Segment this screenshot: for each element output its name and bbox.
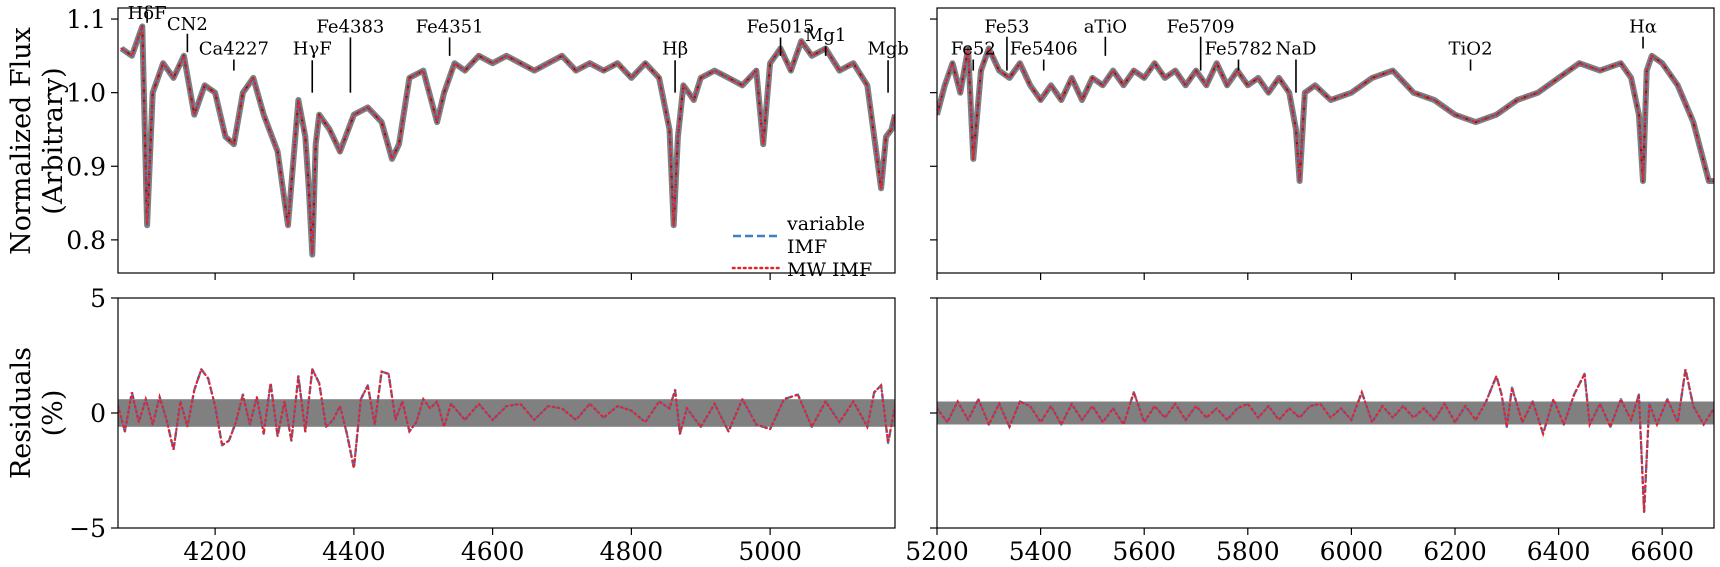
y-tick-label: 1.1 xyxy=(66,5,106,34)
y-tick-label: 1.0 xyxy=(66,79,106,108)
feature-label: Hβ xyxy=(662,38,688,59)
feature-label: Mgb xyxy=(867,38,908,59)
series-mw-imf xyxy=(937,369,1714,512)
y-axis-labels: Normalized Flux(Arbitrary) Residuals(%) xyxy=(6,27,69,479)
residual-red-panel: 5200 5400 5600 5800 6000 6200 6400 6600 xyxy=(905,297,1715,566)
feature-label: Fe5015 xyxy=(747,16,815,37)
x-tick-label: 5600 xyxy=(1112,537,1176,566)
plot-area xyxy=(119,23,895,258)
feature-label: Fe53 xyxy=(984,16,1029,37)
feature-label: Fe52 xyxy=(951,38,996,59)
residual-blue-panel: 4200 4400 4600 4800 5000 −5 0 5 xyxy=(69,284,896,566)
series-mw-imf xyxy=(937,45,1714,183)
x-tick-label: 6200 xyxy=(1423,537,1487,566)
x-tick-label: 5400 xyxy=(1009,537,1073,566)
x-tick-label: 5000 xyxy=(738,537,802,566)
observed-uncertainty-envelope xyxy=(937,45,1714,184)
feature-label: Fe5406 xyxy=(1010,38,1078,59)
plot-area xyxy=(937,368,1714,514)
x-tick-label: 4600 xyxy=(461,537,525,566)
y-tick-label: 0.8 xyxy=(66,226,106,255)
feature-label: Mg1 xyxy=(805,25,846,46)
series-mw-imf xyxy=(120,26,895,255)
x-tick-label: 6400 xyxy=(1527,537,1591,566)
legend-label: IMF xyxy=(787,236,827,258)
feature-label: Hα xyxy=(1629,16,1657,37)
y-axis-title-line: (Arbitrary) xyxy=(38,67,69,214)
observed-uncertainty-envelope xyxy=(119,23,895,258)
y-tick-label: 0.9 xyxy=(66,152,106,181)
feature-label: Fe5709 xyxy=(1167,16,1235,37)
series-mw-imf xyxy=(118,365,895,469)
axes-frame xyxy=(936,7,1715,274)
x-tick-label: 4800 xyxy=(600,537,664,566)
axes-frame xyxy=(117,7,896,274)
x-tick-label: 4200 xyxy=(183,537,247,566)
feature-label: NaD xyxy=(1276,38,1317,59)
y-axis-title: Normalized Flux(Arbitrary) xyxy=(6,27,69,255)
y-axis-title-line: Normalized Flux xyxy=(6,27,37,255)
legend-label: MW IMF xyxy=(787,259,872,281)
plot-area xyxy=(937,45,1714,184)
x-tick-label: 6000 xyxy=(1320,537,1384,566)
y-tick-label: 0 xyxy=(90,399,106,428)
feature-label: Fe5782 xyxy=(1204,38,1272,59)
x-tick-label: 5200 xyxy=(905,537,969,566)
feature-label: Fe4383 xyxy=(316,16,384,37)
plot-area xyxy=(118,365,895,470)
y-axis-title-line: Residuals xyxy=(6,347,37,479)
y-axis-title: Residuals(%) xyxy=(6,347,69,479)
feature-label: TiO2 xyxy=(1449,38,1493,59)
feature-label: Ca4227 xyxy=(199,38,269,59)
error-band xyxy=(937,401,1714,425)
feature-label: CN2 xyxy=(167,14,208,35)
feature-label: Fe4351 xyxy=(416,16,484,37)
x-tick-label: 5800 xyxy=(1216,537,1280,566)
feature-label: HγF xyxy=(293,38,332,59)
feature-label: HδF xyxy=(128,3,167,24)
legend-label: variable xyxy=(786,213,865,235)
series-variable-imf xyxy=(937,368,1714,514)
y-tick-label: −5 xyxy=(69,514,106,543)
y-tick-label: 5 xyxy=(90,284,106,313)
y-axis-title-line: (%) xyxy=(38,390,69,437)
feature-label: aTiO xyxy=(1084,16,1127,37)
x-tick-label: 6600 xyxy=(1630,537,1694,566)
x-tick-label: 4400 xyxy=(322,537,386,566)
